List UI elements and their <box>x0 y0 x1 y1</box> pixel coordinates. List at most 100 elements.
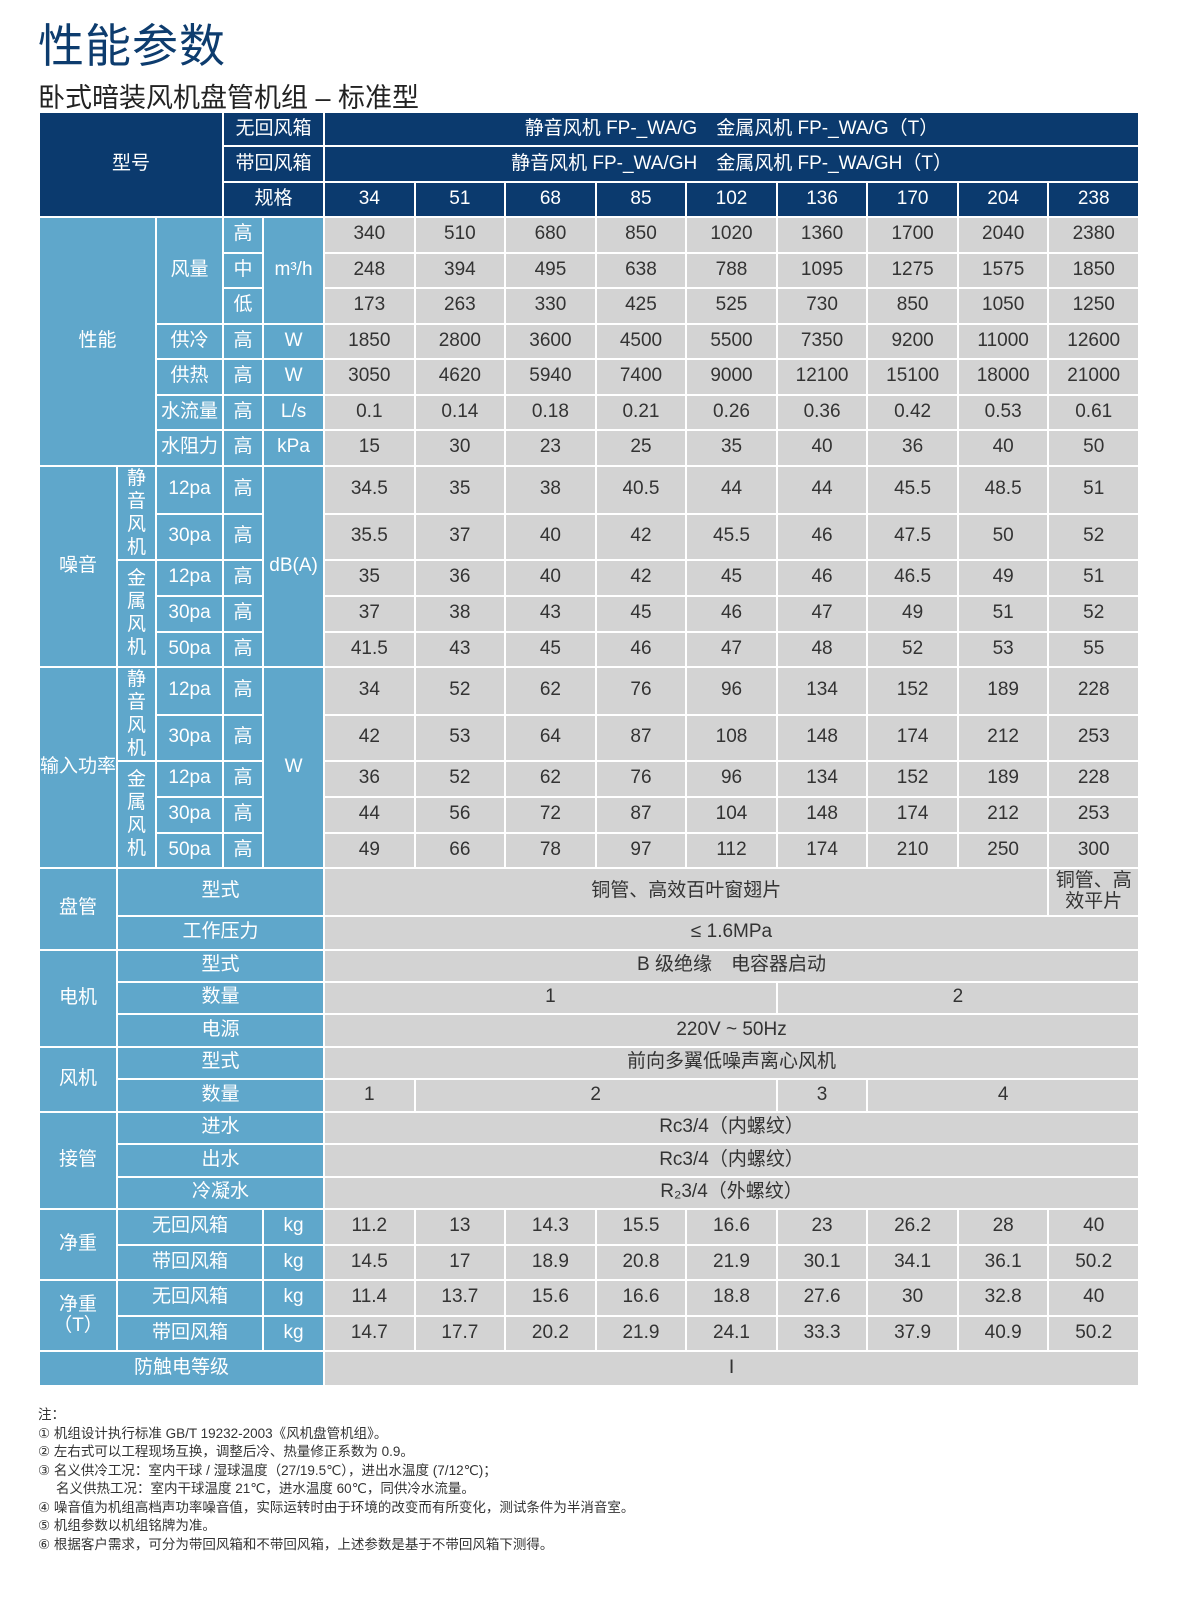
value-cell: 46 <box>594 630 688 668</box>
value-cell: 228 <box>1047 665 1140 716</box>
value-cell: 36.1 <box>956 1243 1050 1281</box>
coil-type-value-last: 铜管、高效平片 <box>1047 866 1140 917</box>
value-cell: 300 <box>1047 831 1140 869</box>
weight-label: 净重 <box>38 1208 118 1281</box>
value-cell: 4620 <box>413 358 507 396</box>
spec-label: 规格 <box>222 181 326 218</box>
value-cell: 850 <box>866 287 959 325</box>
value-cell: 16.6 <box>685 1208 778 1246</box>
page-title: 性能参数 <box>38 20 226 72</box>
value-cell: 11000 <box>956 322 1050 360</box>
value-cell: 62 <box>504 759 597 798</box>
value-cell: 2800 <box>413 322 507 360</box>
value-cell: 12600 <box>1047 322 1140 360</box>
value-cell: 25 <box>594 429 688 467</box>
level-label: 高 <box>222 713 265 762</box>
value-cell: 35.5 <box>323 512 416 561</box>
table-row: 带回风箱 kg 14.5 17 18.9 20.8 21.9 30.1 34.1 36.1 50.2 <box>39 1243 1140 1281</box>
motor-qty: 1 <box>323 980 778 1015</box>
value-cell: 38 <box>413 594 507 633</box>
value-cell: 34.1 <box>866 1243 959 1281</box>
fan-qty-label: 数量 <box>115 1077 326 1113</box>
value-cell: 43 <box>504 594 597 633</box>
fan-type-label: 金属风机 <box>116 558 157 668</box>
value-cell: 36 <box>866 429 959 467</box>
table-row: 30pa 高 35.5 37 40 42 45.5 46 47.5 50 52 <box>39 512 1140 561</box>
unit-label: kg <box>262 1208 326 1246</box>
value-cell: 174 <box>775 831 869 869</box>
value-cell: 16.6 <box>594 1279 688 1317</box>
table-row: 50pa 高 41.5 43 45 46 47 48 52 53 55 <box>39 630 1140 668</box>
value-cell: 40 <box>1047 1208 1140 1246</box>
value-cell: 45.5 <box>685 512 778 561</box>
no-return-label: 无回风箱 <box>222 111 326 147</box>
param-label: 水阻力 <box>154 429 225 467</box>
unit-label: kg <box>262 1314 326 1352</box>
pipe-value: Rc3/4（内螺纹） <box>323 1110 1140 1145</box>
return-box-label: 无回风箱 <box>115 1208 265 1246</box>
table-row: 中 248 394 495 638 788 1095 1275 1575 1850 <box>39 251 1140 289</box>
value-cell: 1575 <box>956 251 1050 289</box>
value-cell: 14.7 <box>323 1314 416 1352</box>
coil-label: 盘管 <box>38 866 118 951</box>
table-row: 工作压力 ≤ 1.6MPa <box>39 914 1140 951</box>
value-cell: 210 <box>866 831 959 869</box>
shock-class-label: 防触电等级 <box>37 1350 326 1387</box>
value-cell: 52 <box>413 759 507 798</box>
value-cell: 35 <box>685 429 778 467</box>
pressure-value: ≤ 1.6MPa <box>323 914 1140 951</box>
value-cell: 23 <box>504 429 597 467</box>
value-cell: 15 <box>323 429 416 467</box>
cell-text: 静音风机 <box>126 467 146 558</box>
note-5: ⑤ 机组参数以机组铭牌为准。 <box>38 1518 216 1533</box>
table-row: 接管 进水 Rc3/4（内螺纹） <box>38 1110 1140 1210</box>
value-cell: 2040 <box>956 216 1050 254</box>
value-cell: 49 <box>866 594 959 633</box>
value-cell: 37.9 <box>866 1314 959 1352</box>
value-cell: 0.53 <box>956 393 1050 431</box>
value-cell: 15100 <box>866 358 959 396</box>
value-cell: 1850 <box>1047 251 1140 289</box>
value-cell: 21.9 <box>685 1243 778 1281</box>
value-cell: 14.3 <box>504 1208 597 1246</box>
power-supply-label: 电源 <box>115 1012 326 1048</box>
pressure-label: 12pa <box>154 759 225 798</box>
value-cell: 40 <box>1047 1279 1140 1317</box>
fan-qty: 2 <box>413 1077 778 1113</box>
value-cell: 96 <box>685 665 778 716</box>
value-cell: 48.5 <box>956 464 1050 515</box>
pressure-label: 工作压力 <box>115 914 326 951</box>
value-cell: 253 <box>1047 713 1140 762</box>
value-cell: 32.8 <box>956 1279 1050 1317</box>
table-row: 输入功率 静音风机 12pa 高 W 34 52 62 76 96 134 152 189 228 <box>38 665 1140 869</box>
with-return-models: 静音风机 FP-_WA/GH 金属风机 FP-_WA/GH（T） <box>323 145 1140 183</box>
note-1: ① 机组设计执行标准 GB/T 19232-2003《风机盘管机组》。 <box>38 1425 388 1441</box>
value-cell: 425 <box>594 287 688 325</box>
notes-heading: 注： <box>38 1407 65 1422</box>
unit-label: W <box>262 665 326 869</box>
value-cell: 0.42 <box>866 393 959 431</box>
value-cell: 9000 <box>685 358 778 396</box>
table-row: 防触电等级 Ⅰ <box>37 1350 1140 1387</box>
value-cell: 1700 <box>866 216 959 254</box>
level-label: 高 <box>222 512 265 561</box>
pressure-label: 30pa <box>154 795 225 834</box>
table-row: 噪音 静音风机 12pa 高 dB(A) 34.5 35 38 40.5 44 44 45.5 48.5… <box>38 464 1140 668</box>
value-cell: 38 <box>504 464 597 515</box>
value-cell: 20.8 <box>594 1243 688 1281</box>
value-cell: 42 <box>323 713 416 762</box>
level-label: 高 <box>222 831 265 869</box>
value-cell: 52 <box>866 630 959 668</box>
with-return-label: 带回风箱 <box>222 145 326 183</box>
value-cell: 0.18 <box>504 393 597 431</box>
unit-label: kg <box>262 1243 326 1281</box>
return-box-label: 带回风箱 <box>115 1243 265 1281</box>
value-cell: 76 <box>594 759 688 798</box>
value-cell: 40.9 <box>956 1314 1050 1352</box>
value-cell: 34.5 <box>323 464 416 515</box>
value-cell: 97 <box>594 831 688 869</box>
table-row: 水流量高 L/s 0.1 0.14 0.18 0.21 0.26 0.36 0.42 0.53 0.… <box>39 393 1140 431</box>
level-label: 高 <box>222 665 265 716</box>
table-row: 出水 Rc3/4（内螺纹） <box>39 1143 1140 1178</box>
spec-header: 68 <box>504 181 597 218</box>
